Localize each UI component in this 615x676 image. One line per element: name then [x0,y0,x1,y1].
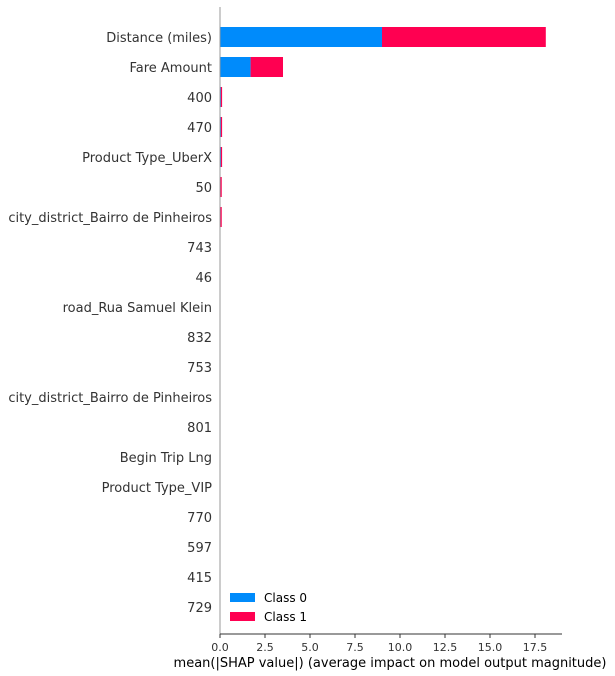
bar-class-0 [220,117,222,137]
bar-class-1 [220,177,222,197]
x-tick-label: 17.5 [523,641,548,654]
category-label: Product Type_VIP [102,481,213,496]
x-tick-label: 12.5 [433,641,458,654]
x-tick-label: 2.5 [256,641,274,654]
category-label: 415 [187,571,212,586]
category-label: 729 [187,601,212,616]
bar-class-1 [220,87,223,107]
category-label: city_district_Bairro de Pinheiros [8,211,212,226]
category-label: 50 [195,181,212,196]
legend: Class 0 Class 1 [230,591,307,624]
legend-label: Class 0 [264,591,307,605]
bar-class-0 [220,27,382,47]
category-label: 753 [187,361,212,376]
bar-class-1 [250,57,283,77]
category-label: Begin Trip Lng [120,451,212,466]
legend-label: Class 1 [264,610,307,624]
legend-swatch [230,593,255,602]
bar-class-0 [220,147,222,167]
category-label: Distance (miles) [106,31,212,46]
x-tick-label: 10.0 [388,641,413,654]
bar-class-1 [382,27,546,47]
x-tick-label: 15.0 [478,641,503,654]
x-tick-label: 7.5 [346,641,364,654]
category-labels: Distance (miles) Fare Amount 400 470 Product… [8,31,212,616]
category-label: Product Type_UberX [82,151,212,166]
x-tick-label: 0.0 [211,641,229,654]
category-label: 743 [187,241,212,256]
category-label: 832 [187,331,212,346]
category-label: 597 [187,541,212,556]
x-tick-label: 5.0 [301,641,319,654]
x-axis-label: mean(|SHAP value|) (average impact on mo… [174,656,607,671]
bars-group [220,27,546,227]
bar-class-1 [220,117,223,137]
bar-class-1 [220,147,223,167]
category-label: 46 [195,271,212,286]
x-ticks: 0.0 2.5 5.0 7.5 10.0 12.5 15.0 17.5 [211,634,547,654]
category-label: road_Rua Samuel Klein [63,301,212,316]
legend-swatch [230,612,255,621]
category-label: 470 [187,121,212,136]
category-label: Fare Amount [129,61,212,76]
category-label: 801 [187,421,212,436]
category-label: city_district_Bairro de Pinheiros [8,391,212,406]
bar-class-0 [220,57,251,77]
bar-class-0 [220,87,222,107]
category-label: 400 [187,91,212,106]
bar-class-1 [220,207,222,227]
category-label: 770 [187,511,212,526]
